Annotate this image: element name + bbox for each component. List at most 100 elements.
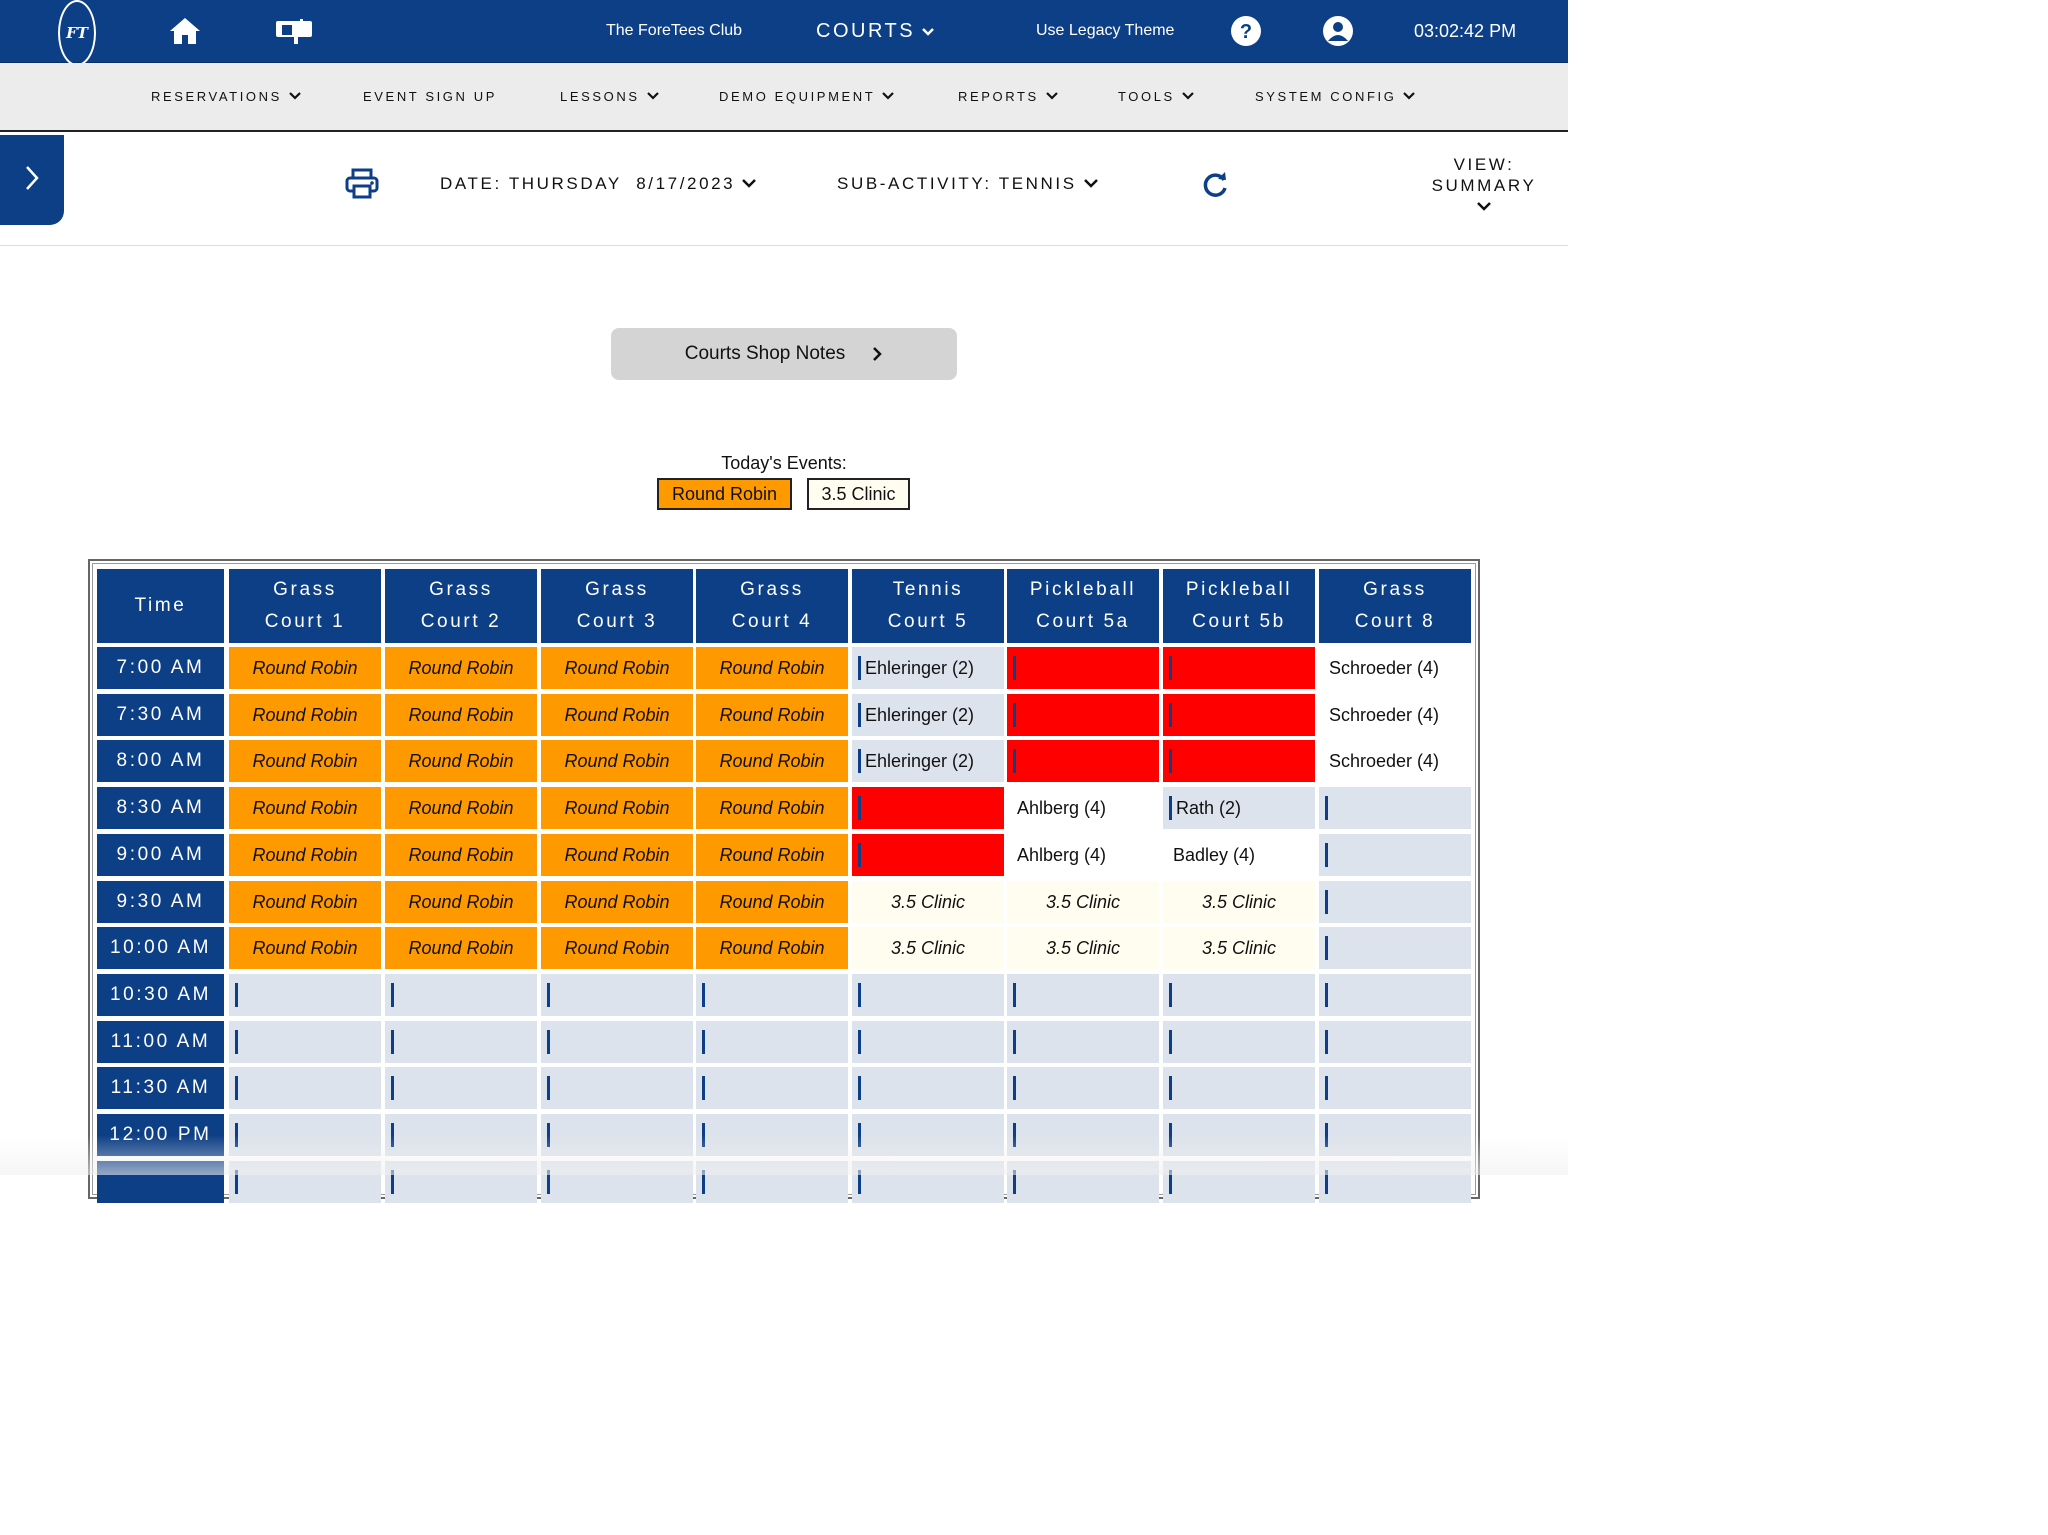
legacy-theme-link[interactable]: Use Legacy Theme [1036, 22, 1175, 39]
court-header[interactable]: Grass Court 8 [1319, 569, 1471, 643]
time-slot-label[interactable]: 10:30 AM [97, 974, 224, 1016]
open-slot[interactable] [1319, 1067, 1471, 1109]
event-slot-round-robin[interactable]: Round Robin [696, 740, 848, 782]
open-slot[interactable] [1007, 974, 1159, 1016]
reservation-slot[interactable]: Ahlberg (4) [1007, 834, 1159, 876]
foretees-logo[interactable]: FT [58, 0, 96, 66]
open-slot[interactable] [852, 1114, 1004, 1156]
open-slot[interactable] [1007, 1021, 1159, 1063]
time-slot-label[interactable]: 9:00 AM [97, 834, 224, 876]
nav-demo-equipment[interactable]: DEMO EQUIPMENT [719, 63, 895, 130]
time-slot-label[interactable]: 8:00 AM [97, 740, 224, 782]
open-slot[interactable] [696, 1021, 848, 1063]
open-slot[interactable] [229, 974, 381, 1016]
open-slot[interactable] [541, 1067, 693, 1109]
open-slot[interactable] [385, 974, 537, 1016]
open-slot[interactable] [1319, 1114, 1471, 1156]
event-slot-clinic[interactable]: 3.5 Clinic [1163, 927, 1315, 969]
open-slot[interactable] [541, 1114, 693, 1156]
event-slot-round-robin[interactable]: Round Robin [229, 694, 381, 736]
refresh-icon[interactable] [1200, 170, 1230, 200]
court-header[interactable]: Tennis Court 5 [852, 569, 1004, 643]
event-slot-round-robin[interactable]: Round Robin [696, 881, 848, 923]
blocked-slot[interactable] [1163, 740, 1315, 782]
reservation-slot[interactable]: Ehleringer (2) [852, 694, 1004, 736]
open-slot[interactable] [1319, 927, 1471, 969]
open-slot[interactable] [852, 1161, 1004, 1203]
reservation-slot[interactable]: Ehleringer (2) [852, 647, 1004, 689]
event-slot-clinic[interactable]: 3.5 Clinic [852, 927, 1004, 969]
blocked-slot[interactable] [1007, 694, 1159, 736]
user-icon[interactable] [1322, 0, 1354, 62]
time-slot-label[interactable]: 8:30 AM [97, 787, 224, 829]
time-slot-label[interactable]: 7:00 AM [97, 647, 224, 689]
time-slot-label[interactable]: 11:30 AM [97, 1067, 224, 1109]
open-slot[interactable] [1163, 974, 1315, 1016]
event-slot-round-robin[interactable]: Round Robin [696, 694, 848, 736]
time-slot-label[interactable]: 9:30 AM [97, 881, 224, 923]
courts-shop-notes-button[interactable]: Courts Shop Notes [611, 328, 957, 380]
open-slot[interactable] [1163, 1114, 1315, 1156]
reservation-slot[interactable]: Schroeder (4) [1319, 647, 1471, 689]
event-chip-round-robin[interactable]: Round Robin [657, 478, 792, 510]
blocked-slot[interactable] [1163, 647, 1315, 689]
help-icon[interactable]: ? [1230, 0, 1262, 62]
open-slot[interactable] [1163, 1067, 1315, 1109]
court-header[interactable]: Grass Court 4 [696, 569, 848, 643]
event-slot-round-robin[interactable]: Round Robin [696, 834, 848, 876]
open-slot[interactable] [696, 1161, 848, 1203]
event-slot-round-robin[interactable]: Round Robin [696, 927, 848, 969]
blocked-slot[interactable] [852, 834, 1004, 876]
open-slot[interactable] [696, 1114, 848, 1156]
blocked-slot[interactable] [1007, 740, 1159, 782]
event-slot-round-robin[interactable]: Round Robin [696, 647, 848, 689]
event-slot-round-robin[interactable]: Round Robin [229, 927, 381, 969]
open-slot[interactable] [385, 1114, 537, 1156]
reservation-slot[interactable]: Schroeder (4) [1319, 694, 1471, 736]
event-slot-round-robin[interactable]: Round Robin [385, 927, 537, 969]
open-slot[interactable] [696, 1067, 848, 1109]
court-header[interactable]: Pickleball Court 5a [1007, 569, 1159, 643]
event-slot-round-robin[interactable]: Round Robin [541, 834, 693, 876]
court-header[interactable]: Grass Court 1 [229, 569, 381, 643]
open-slot[interactable] [1319, 881, 1471, 923]
open-slot[interactable] [1007, 1067, 1159, 1109]
event-slot-round-robin[interactable]: Round Robin [541, 647, 693, 689]
nav-tools[interactable]: TOOLS [1118, 63, 1195, 130]
open-slot[interactable] [229, 1161, 381, 1203]
event-slot-clinic[interactable]: 3.5 Clinic [1163, 881, 1315, 923]
event-slot-round-robin[interactable]: Round Robin [229, 787, 381, 829]
event-slot-clinic[interactable]: 3.5 Clinic [852, 881, 1004, 923]
court-header[interactable]: Grass Court 2 [385, 569, 537, 643]
blocked-slot[interactable] [1163, 694, 1315, 736]
open-slot[interactable] [1163, 1161, 1315, 1203]
event-slot-round-robin[interactable]: Round Robin [229, 740, 381, 782]
open-slot[interactable] [229, 1067, 381, 1109]
event-slot-round-robin[interactable]: Round Robin [385, 694, 537, 736]
event-slot-round-robin[interactable]: Round Robin [385, 881, 537, 923]
event-chip-clinic[interactable]: 3.5 Clinic [807, 478, 910, 510]
event-slot-round-robin[interactable]: Round Robin [541, 740, 693, 782]
court-header[interactable]: Grass Court 3 [541, 569, 693, 643]
open-slot[interactable] [385, 1161, 537, 1203]
nav-lessons[interactable]: LESSONS [560, 63, 660, 130]
event-slot-round-robin[interactable]: Round Robin [541, 694, 693, 736]
event-slot-round-robin[interactable]: Round Robin [385, 740, 537, 782]
event-slot-clinic[interactable]: 3.5 Clinic [1007, 881, 1159, 923]
open-slot[interactable] [1319, 974, 1471, 1016]
open-slot[interactable] [1319, 1161, 1471, 1203]
sidebar-toggle[interactable] [0, 135, 64, 225]
print-icon[interactable] [344, 168, 380, 200]
reservation-slot[interactable]: Rath (2) [1163, 787, 1315, 829]
event-slot-round-robin[interactable]: Round Robin [696, 787, 848, 829]
reservation-slot[interactable]: Ahlberg (4) [1007, 787, 1159, 829]
nav-system-config[interactable]: SYSTEM CONFIG [1255, 63, 1416, 130]
nav-reports[interactable]: REPORTS [958, 63, 1059, 130]
mailbox-icon[interactable] [274, 0, 316, 62]
open-slot[interactable] [385, 1067, 537, 1109]
blocked-slot[interactable] [1007, 647, 1159, 689]
open-slot[interactable] [1007, 1114, 1159, 1156]
time-slot-label[interactable]: 7:30 AM [97, 694, 224, 736]
open-slot[interactable] [696, 974, 848, 1016]
open-slot[interactable] [541, 1161, 693, 1203]
